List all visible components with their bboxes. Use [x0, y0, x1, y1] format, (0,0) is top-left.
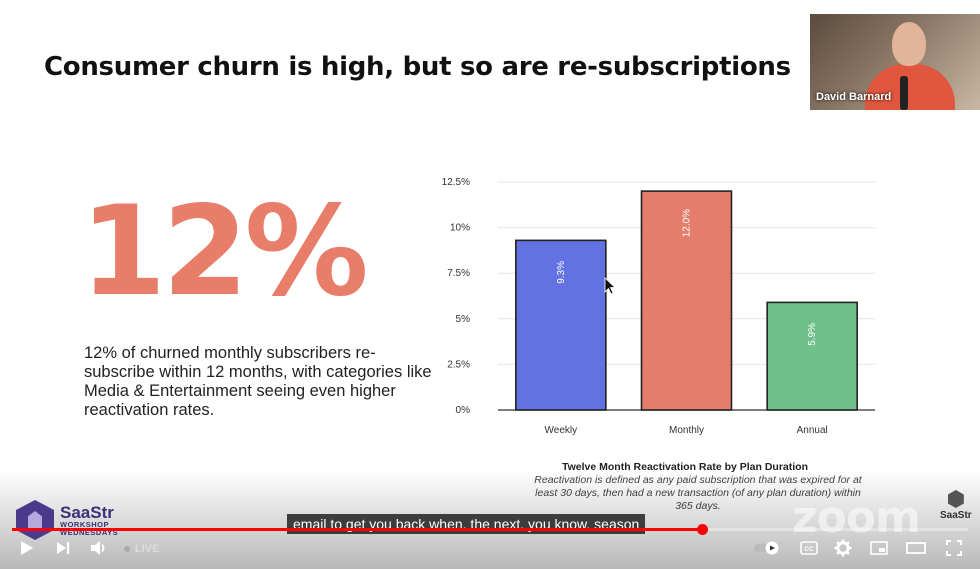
saastr-small-hex-icon — [947, 490, 964, 508]
speaker-head — [892, 22, 926, 66]
bar — [640, 190, 733, 411]
gear-icon — [834, 539, 852, 557]
play-button[interactable] — [14, 535, 40, 561]
y-tick-label: 0% — [456, 405, 471, 416]
logo-main-text: SaaStr — [60, 503, 114, 522]
y-tick-label: 10% — [450, 223, 470, 234]
reactivation-bar-chart: 0% 2.5% 5% 7.5% 10% 12.5% 9.3% Weekly 12.0% Month… — [442, 177, 875, 436]
bar-value-label: 9.3% — [556, 261, 567, 284]
fullscreen-button[interactable] — [940, 535, 968, 561]
autoplay-toggle[interactable] — [752, 535, 784, 561]
next-icon — [57, 542, 70, 554]
chart-note: Reactivation is defined as any paid subs… — [534, 474, 862, 512]
autoplay-toggle-icon — [754, 541, 779, 555]
x-category-label: Monthly — [669, 425, 704, 436]
miniplayer-button[interactable] — [866, 535, 892, 561]
chart-title: Twelve Month Reactivation Rate by Plan D… — [561, 461, 808, 473]
bar-value-label: 5.9% — [807, 323, 818, 346]
x-category-label: Weekly — [545, 425, 578, 436]
y-tick-label: 7.5% — [447, 268, 470, 279]
progress-bar-fill — [12, 528, 702, 531]
bar — [515, 239, 607, 411]
speaker-webcam: David Barnard — [810, 14, 980, 110]
stat-description: 12% of churned monthly subscribers re-su… — [84, 344, 432, 419]
y-tick-label: 12.5% — [442, 177, 470, 188]
y-tick-label: 2.5% — [447, 359, 470, 370]
fullscreen-icon — [946, 540, 962, 556]
saastr-hex-icon — [16, 500, 54, 540]
theater-icon — [906, 542, 926, 554]
next-button[interactable] — [50, 535, 76, 561]
svg-text:CC: CC — [804, 546, 814, 553]
speaker-name: David Barnard — [816, 91, 892, 103]
live-label: LIVE — [135, 543, 160, 555]
miniplayer-icon — [870, 541, 888, 555]
live-dot-icon — [124, 546, 130, 552]
saastr-corner-text: SaaStr — [940, 510, 972, 521]
bar — [766, 301, 858, 411]
speaker-body — [865, 64, 955, 110]
saastr-corner-logo: SaaStr — [940, 490, 972, 521]
y-tick-label: 5% — [456, 314, 471, 325]
settings-button[interactable] — [830, 535, 856, 561]
saastr-workshop-logo: SaaStr WORKSHOP WEDNESDAYS — [16, 500, 118, 540]
slide-title: Consumer churn is high, but so are re-su… — [44, 52, 791, 82]
mouse-cursor-icon — [604, 277, 617, 295]
captions-icon: CC — [800, 541, 818, 555]
captions-button[interactable]: CC — [796, 535, 822, 561]
logo-sub-text-1: WORKSHOP — [60, 520, 109, 529]
logo-sub-text-2: WEDNESDAYS — [60, 527, 119, 537]
player-controls: LIVE CC — [0, 535, 980, 561]
x-category-label: Annual — [797, 425, 828, 436]
volume-button[interactable] — [86, 535, 112, 561]
bar-value-label: 12.0% — [682, 209, 693, 237]
closed-caption: email to get you back when, the next, yo… — [287, 514, 646, 534]
microphone — [900, 76, 908, 110]
big-stat: 12% — [80, 180, 369, 324]
progress-scrubber[interactable] — [697, 524, 708, 535]
live-badge[interactable]: LIVE — [124, 543, 159, 555]
volume-icon — [91, 541, 105, 555]
zoom-watermark: zoom — [792, 492, 921, 543]
play-icon — [21, 541, 33, 555]
theater-mode-button[interactable] — [902, 535, 930, 561]
